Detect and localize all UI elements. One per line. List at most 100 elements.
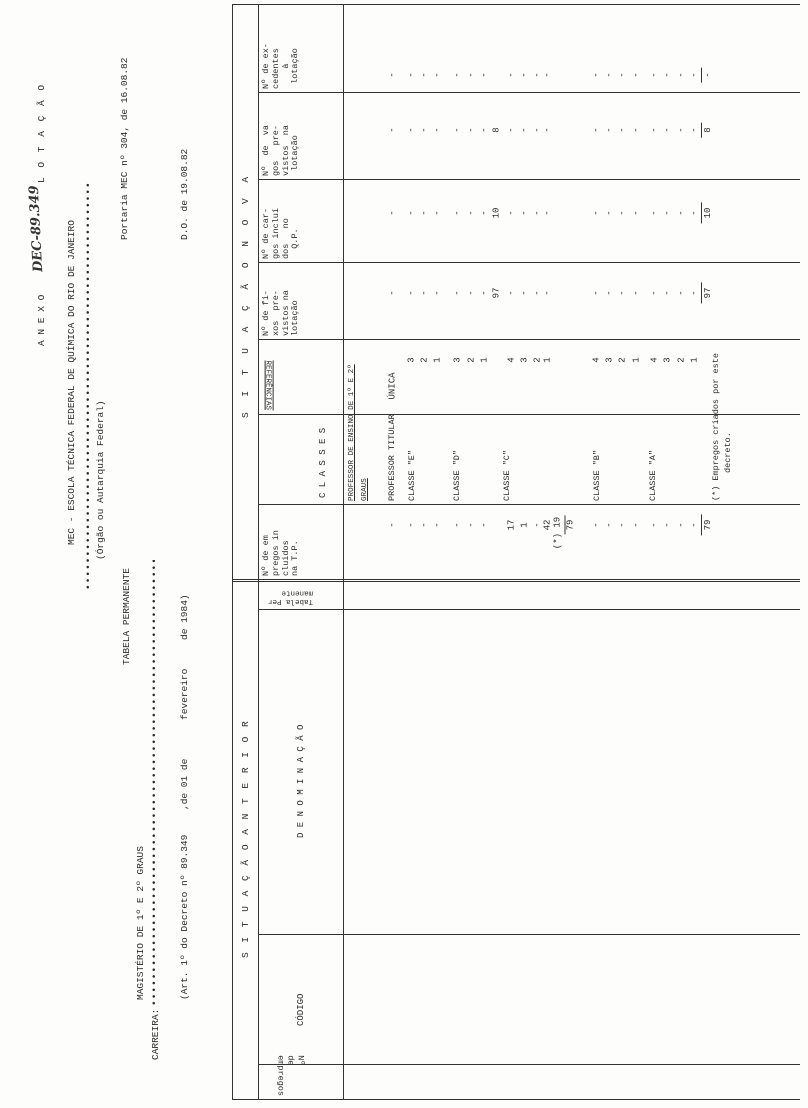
exc-cell: - bbox=[542, 72, 553, 78]
tp-cell: - bbox=[419, 522, 430, 528]
exc-cell: - bbox=[432, 72, 443, 78]
organ-caption: (Órgão ou Autarquia Federal) bbox=[95, 400, 106, 560]
column-divider bbox=[258, 339, 800, 340]
fixos-cell: - bbox=[452, 290, 463, 296]
cargos-cell: - bbox=[662, 210, 673, 216]
vagos-cell: - bbox=[432, 127, 443, 133]
tp-cell: - bbox=[532, 522, 543, 528]
header-posts-included-qp: Nº de car- gos incluí dos no Q.P. bbox=[261, 207, 301, 259]
section-double-divider bbox=[232, 579, 800, 580]
vagos-cell: - bbox=[631, 127, 642, 133]
vagos-cell: - bbox=[649, 127, 660, 133]
cargos-cell: - bbox=[479, 210, 490, 216]
lotacao-title: L O T A Ç Ã O bbox=[36, 82, 47, 183]
footnote: (*) Empregos criados por este decreto. bbox=[711, 353, 733, 501]
vagos-cell: - bbox=[479, 127, 490, 133]
cargos-cell: - bbox=[676, 210, 687, 216]
vagos-cell: - bbox=[591, 127, 602, 133]
tp-cell: 17 bbox=[506, 519, 517, 531]
tp-cell: 42 bbox=[542, 519, 553, 531]
fixos-cell: - bbox=[406, 290, 417, 296]
fixos-cell: - bbox=[676, 290, 687, 296]
reference-cell: 4 bbox=[649, 357, 660, 363]
vagos-cell: - bbox=[466, 127, 477, 133]
reference-cell: 2 bbox=[617, 357, 628, 363]
exc-cell: - bbox=[604, 72, 615, 78]
decree-text-3: fevereiro bbox=[179, 668, 190, 720]
cargos-cell: - bbox=[604, 210, 615, 216]
column-divider bbox=[258, 179, 800, 180]
exc-cell: - bbox=[419, 72, 430, 78]
section-new-label: S I T U A Ç Ã O N O V A bbox=[240, 171, 251, 418]
class-label: CLASSE "A" bbox=[648, 449, 658, 501]
cargos-cell: 10 bbox=[491, 207, 502, 219]
header-jobs-included-tp: Nº de em pregos in cluidos na T.P. bbox=[261, 530, 301, 576]
header-excess: Nº de ex- cedentes à lotação bbox=[261, 43, 301, 89]
header-classes: C L A S S E S bbox=[318, 427, 328, 498]
header-bottom-border bbox=[343, 5, 344, 1100]
decree-text-1: (Art. 1º do Decreto nº 89.349 bbox=[179, 834, 190, 1000]
cargos-cell: - bbox=[631, 210, 642, 216]
total-exc: - bbox=[701, 67, 713, 83]
total-fixos: 97 bbox=[701, 282, 713, 304]
organ-dotted-line: ••••••••••••••••••••••••••••••••••••••••… bbox=[84, 180, 94, 590]
column-divider bbox=[258, 92, 800, 93]
vagos-cell: - bbox=[662, 127, 673, 133]
fixos-cell: - bbox=[519, 290, 530, 296]
cargos-cell: - bbox=[649, 210, 660, 216]
fixos-cell: - bbox=[604, 290, 615, 296]
class-label: CLASSE "C" bbox=[502, 449, 512, 501]
table-title: TABELA PERMANENTE bbox=[121, 568, 132, 665]
fixos-cell: - bbox=[506, 290, 517, 296]
reference-cell: 3 bbox=[519, 357, 530, 363]
exc-cell: - bbox=[591, 72, 602, 78]
vagos-cell: - bbox=[532, 127, 543, 133]
reference-cell: 1 bbox=[432, 357, 443, 363]
exc-cell: - bbox=[479, 72, 490, 78]
tp-cell: 1 bbox=[519, 522, 530, 528]
fixos-cell: - bbox=[532, 290, 543, 296]
tp-cell: - bbox=[432, 522, 443, 528]
fixos-cell: 97 bbox=[491, 287, 502, 299]
fixos-cell: - bbox=[466, 290, 477, 296]
tp-cell: - bbox=[662, 522, 673, 528]
vagos-cell: - bbox=[452, 127, 463, 133]
exc-cell: - bbox=[532, 72, 543, 78]
exc-cell: - bbox=[689, 72, 700, 78]
footnote-line-1: (*) Empregos criados por este bbox=[711, 353, 721, 501]
vagos-cell: - bbox=[519, 127, 530, 133]
total-vagos: 8 bbox=[701, 122, 713, 138]
cargos-cell: - bbox=[689, 210, 700, 216]
vagos-cell: - bbox=[604, 127, 615, 133]
column-divider bbox=[258, 1064, 800, 1065]
decree-text-4: de 1984) bbox=[179, 594, 190, 640]
cargos-cell: - bbox=[506, 210, 517, 216]
reference-cell: 3 bbox=[604, 357, 615, 363]
reference-cell: 2 bbox=[466, 357, 477, 363]
fixos-cell: - bbox=[689, 290, 700, 296]
fixos-cell: - bbox=[479, 290, 490, 296]
header-fixed-planned: Nº de fi- xos pre- vistos na lotação bbox=[261, 290, 301, 336]
footnote-line-2: decreto. bbox=[722, 432, 733, 473]
fixos-cell: - bbox=[631, 290, 642, 296]
vagos-cell: - bbox=[419, 127, 430, 133]
tp-cell: - bbox=[452, 522, 463, 528]
cargos-cell: - bbox=[532, 210, 543, 216]
total-tp: 79 bbox=[701, 514, 713, 536]
exc-cell: - bbox=[466, 72, 477, 78]
cargos-cell: - bbox=[419, 210, 430, 216]
class-label: PROFESSOR TITULAR bbox=[387, 414, 397, 501]
reference-cell: 4 bbox=[591, 357, 602, 363]
cargos-cell: - bbox=[406, 210, 417, 216]
fixos-cell: - bbox=[649, 290, 660, 296]
column-divider bbox=[258, 262, 800, 263]
cargos-cell: - bbox=[452, 210, 463, 216]
tp-cell: (*) 19 bbox=[552, 516, 563, 550]
fixos-cell: - bbox=[432, 290, 443, 296]
header-code: CÓDIGO bbox=[296, 993, 306, 1026]
column-divider bbox=[232, 4, 800, 5]
exc-cell: - bbox=[452, 72, 463, 78]
tp-cell: - bbox=[466, 522, 477, 528]
career-dotted-line: ••••••••••••••••••••••••••••••••••••••••… bbox=[150, 560, 160, 1006]
